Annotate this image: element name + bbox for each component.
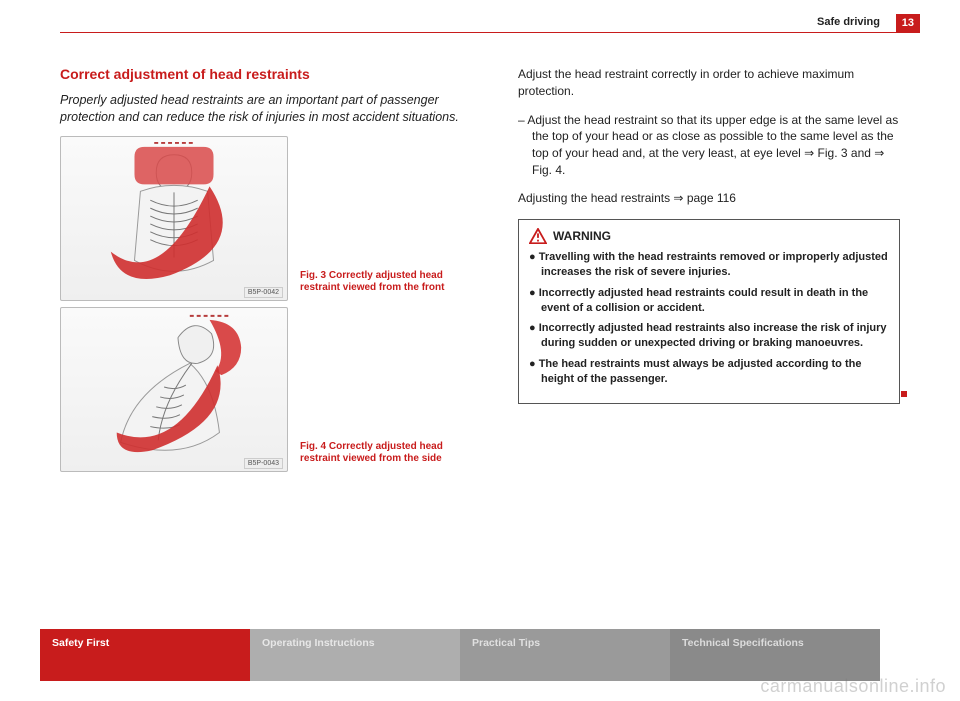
watermark: carmanualsonline.info	[760, 676, 946, 697]
section-end-mark	[901, 391, 907, 397]
fig3-link[interactable]: ⇒ Fig. 3	[804, 146, 847, 160]
right-column: Adjust the head restraint correctly in o…	[518, 66, 900, 478]
figure-4-caption: Fig. 4 Correctly adjusted head restraint…	[300, 441, 450, 472]
warning-title-row: WARNING	[529, 228, 889, 244]
article-intro: Properly adjusted head restraints are an…	[60, 92, 490, 126]
instruction-period: .	[562, 163, 565, 177]
warning-item: ● Travelling with the head restraints re…	[529, 250, 889, 280]
header-rule	[60, 32, 920, 33]
figure-3-code: B5P-0042	[244, 287, 283, 298]
instruction-and: and	[848, 146, 875, 160]
figure-4-code: B5P-0043	[244, 458, 283, 469]
figure-4-block: B5P-0043 Fig. 4 Correctly adjusted head …	[60, 307, 490, 472]
figure-3-caption: Fig. 3 Correctly adjusted head restraint…	[300, 270, 450, 301]
instruction-item: – Adjust the head restraint so that its …	[518, 112, 900, 179]
page-number: 13	[896, 14, 920, 32]
tab-technical-specifications[interactable]: Technical Specifications	[670, 629, 880, 681]
left-column: Correct adjustment of head restraints Pr…	[60, 66, 490, 478]
section-name: Safe driving	[817, 16, 880, 28]
cross-reference: Adjusting the head restraints ⇒ page 116	[518, 191, 900, 205]
tab-operating-instructions[interactable]: Operating Instructions	[250, 629, 460, 681]
warning-icon	[529, 228, 547, 244]
warning-list: ● Travelling with the head restraints re…	[529, 250, 889, 387]
figure-4-label: Fig. 4	[300, 441, 326, 452]
page-root: Safe driving 13 Correct adjustment of he…	[0, 0, 960, 701]
figure-3-image: B5P-0042	[60, 136, 288, 301]
tab-safety-first[interactable]: Safety First	[40, 629, 250, 681]
figure-3-label: Fig. 3	[300, 270, 326, 281]
warning-item: ● The head restraints must always be adj…	[529, 357, 889, 387]
figure-3-block: B5P-0042 Fig. 3 Correctly adjusted head …	[60, 136, 490, 301]
content-columns: Correct adjustment of head restraints Pr…	[60, 66, 900, 478]
warning-title-text: WARNING	[553, 228, 611, 244]
article-heading: Correct adjustment of head restraints	[60, 66, 490, 82]
warning-box: WARNING ● Travelling with the head restr…	[518, 219, 900, 404]
footer-tabs: Safety First Operating Instructions Prac…	[40, 629, 880, 681]
tab-practical-tips[interactable]: Practical Tips	[460, 629, 670, 681]
warning-item: ● Incorrectly adjusted head restraints a…	[529, 321, 889, 351]
warning-item: ● Incorrectly adjusted head restraints c…	[529, 286, 889, 316]
figure-4-image: B5P-0043	[60, 307, 288, 472]
paragraph-1: Adjust the head restraint correctly in o…	[518, 66, 900, 100]
